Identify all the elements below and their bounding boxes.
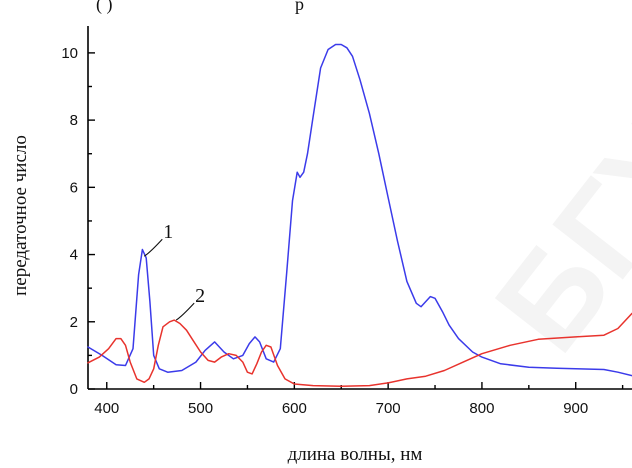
x-tick-label: 700 [376,400,401,417]
series-1-line [87,43,632,377]
x-ticks: 400 500 600 700 800 900 [94,382,624,417]
axes: 400 500 600 700 800 900 0 2 4 6 8 10 [61,26,632,417]
x-tick-label: 800 [469,400,494,417]
y-axis-title: передаточное число [10,135,31,296]
plot-annotations: 12 [143,221,205,321]
partial-top-text-right: р [295,0,304,14]
series-2-label: 2 [195,285,205,307]
y-tick-label: 6 [70,179,78,196]
x-tick-label: 600 [282,400,307,417]
x-tick-label: 500 [188,400,213,417]
partial-top-text: ( ) [96,0,113,15]
series-2-line [87,312,632,388]
y-tick-label: 2 [70,314,78,331]
y-tick-label: 0 [70,381,78,398]
y-tick-label: 4 [70,247,78,264]
series-2-leader [175,302,195,321]
series-1-leader [143,238,163,257]
x-tick-label: 400 [94,400,119,417]
series-1-label: 1 [163,221,173,243]
y-ticks: 0 2 4 6 8 10 [61,45,95,398]
x-axis-title: длина волны, нм [288,444,423,465]
plot-series [87,43,632,388]
y-tick-label: 8 [70,112,78,129]
x-tick-label: 900 [563,400,588,417]
y-tick-label: 10 [61,45,78,62]
